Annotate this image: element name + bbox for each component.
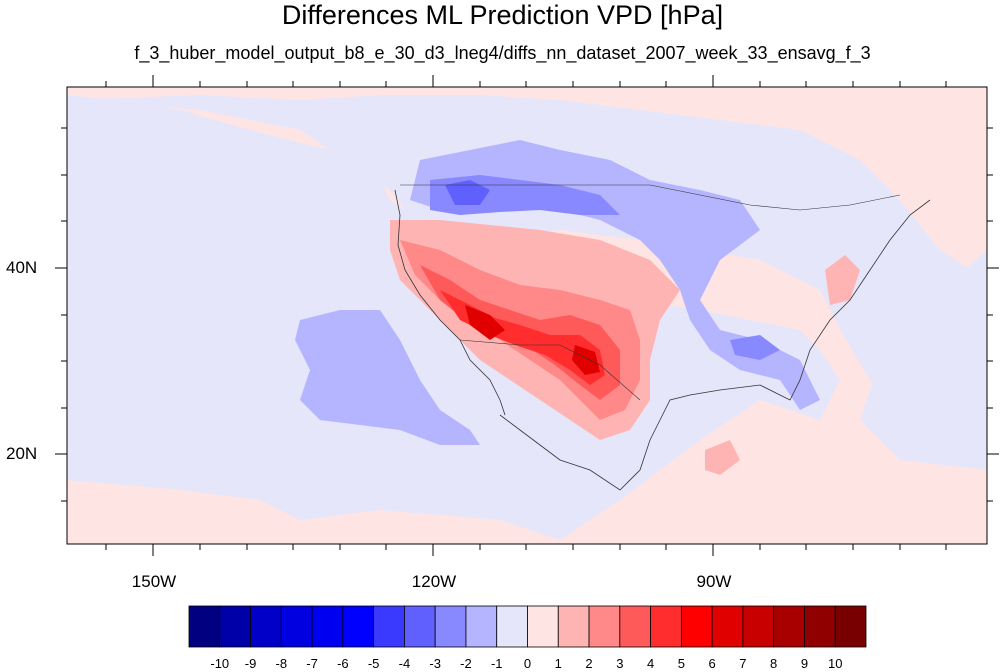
colorbar-swatch xyxy=(680,605,713,648)
colorbar-tick-label: 10 xyxy=(827,656,843,671)
border-line xyxy=(400,184,901,211)
map-ticks xyxy=(55,75,999,556)
lon-label-150w: 150W xyxy=(131,572,177,591)
colorbar-tick-label: -7 xyxy=(306,656,318,671)
colorbar-tick-label: -2 xyxy=(460,656,472,671)
colorbar-tick-label: 6 xyxy=(708,656,716,671)
colorbar-swatch xyxy=(496,605,528,648)
colorbar-swatch xyxy=(280,605,313,648)
map-subtitle: f_3_huber_model_output_b8_e_30_d3_lneg4/… xyxy=(134,43,871,63)
lat-label-20n: 20N xyxy=(6,444,38,463)
colorbar-swatch xyxy=(773,605,805,648)
colorbar-swatch xyxy=(527,605,559,648)
colorbar xyxy=(188,605,867,648)
map-plot-area xyxy=(67,87,987,544)
colorbar-swatch xyxy=(219,605,251,648)
colorbar-swatch xyxy=(588,605,621,648)
colorbar-swatch xyxy=(188,605,221,648)
colorbar-tick-label: 7 xyxy=(739,656,747,671)
colorbar-tick-label: 1 xyxy=(554,656,562,671)
coastline xyxy=(394,189,931,491)
lon-label-120w: 120W xyxy=(411,572,457,591)
colorbar-tick-label: -5 xyxy=(367,656,380,671)
colorbar-swatch xyxy=(804,605,836,648)
colorbar-tick-label: -4 xyxy=(398,656,411,671)
colorbar-swatch xyxy=(650,605,682,648)
colorbar-tick-label: -9 xyxy=(244,656,257,671)
colorbar-tick-label: -1 xyxy=(490,656,503,671)
colorbar-swatch xyxy=(834,605,867,648)
colorbar-tick-label: 2 xyxy=(585,656,593,671)
lat-label-40n: 40N xyxy=(6,258,38,277)
colorbar-swatch xyxy=(465,605,498,648)
colorbar-swatch xyxy=(342,605,375,648)
colorbar-tick-label: 0 xyxy=(523,656,532,671)
colorbar-tick-label: -3 xyxy=(429,656,441,671)
positive-anomaly-region xyxy=(825,255,860,305)
colorbar-swatch xyxy=(742,605,775,648)
colorbar-swatch xyxy=(404,605,436,648)
colorbar-swatch xyxy=(619,605,651,648)
colorbar-tick-label: 4 xyxy=(646,656,655,671)
negative-anomaly-region xyxy=(730,335,780,360)
colorbar-tick-label: -8 xyxy=(275,656,288,671)
colorbar-tick-label: 9 xyxy=(800,656,809,671)
colorbar-swatch xyxy=(711,605,744,648)
colorbar-tick-label: -6 xyxy=(337,656,349,671)
colorbar-tick-label: 8 xyxy=(770,656,778,671)
positive-anomaly-region xyxy=(705,440,740,475)
colorbar-swatch xyxy=(311,605,344,648)
colorbar-swatch xyxy=(434,605,467,648)
positive-anomaly-region xyxy=(465,305,505,340)
negative-anomaly-region xyxy=(445,180,490,205)
colorbar-swatch xyxy=(250,605,282,648)
colorbar-swatch xyxy=(373,605,405,648)
map-title: Differences ML Prediction VPD [hPa] xyxy=(281,0,724,30)
negative-anomaly-region xyxy=(295,310,480,445)
colorbar-tick-label: 5 xyxy=(677,656,685,671)
colorbar-tick-label: -10 xyxy=(210,656,230,671)
colorbar-swatch xyxy=(557,605,590,648)
border-line xyxy=(459,339,641,401)
positive-anomaly-region xyxy=(572,345,600,375)
colorbar-tick-label: 3 xyxy=(616,656,624,671)
neutral-anomaly-region xyxy=(67,95,987,470)
lon-label-90w: 90W xyxy=(696,572,732,591)
